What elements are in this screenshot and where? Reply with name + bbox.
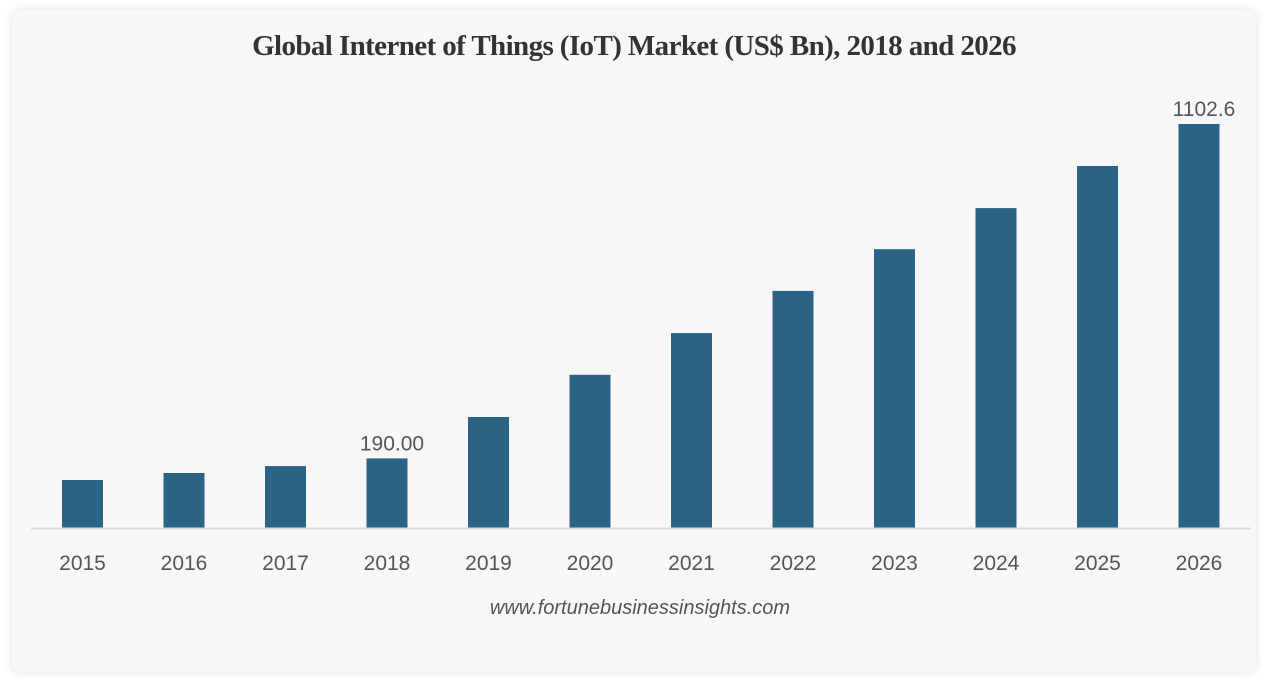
bars-group — [62, 124, 1220, 528]
data-labels: 190.00 1102.6 — [360, 98, 1235, 455]
bar-2018 — [366, 458, 408, 528]
chart-card — [12, 10, 1256, 672]
bar-2019 — [468, 417, 509, 528]
x-tick-label: 2018 — [364, 552, 411, 575]
data-label-2018: 190.00 — [360, 432, 424, 455]
bar-2015 — [62, 480, 103, 528]
x-tick-label: 2021 — [668, 552, 715, 575]
x-tick-label: 2016 — [161, 552, 208, 575]
bar-2020 — [569, 374, 611, 528]
chart-title: Global Internet of Things (IoT) Market (… — [252, 30, 1016, 62]
x-tick-labels: 2015 2016 2017 2018 2019 2020 2021 2022 2023 2024… — [59, 552, 1222, 575]
x-tick-label: 2026 — [1176, 552, 1223, 575]
bar-2022 — [772, 290, 814, 528]
data-label-2026: 1102.6 — [1173, 98, 1236, 121]
bar-2024 — [975, 208, 1017, 528]
x-tick-label: 2019 — [465, 552, 512, 575]
x-tick-label: 2017 — [262, 552, 309, 575]
x-tick-label: 2023 — [871, 552, 918, 575]
x-tick-label: 2020 — [567, 552, 614, 575]
x-tick-label: 2025 — [1074, 552, 1121, 575]
bar-2025 — [1077, 166, 1118, 528]
bar-2021 — [671, 333, 712, 528]
x-tick-label: 2022 — [770, 552, 817, 575]
x-tick-label: 2024 — [973, 552, 1020, 575]
bar-2017 — [265, 466, 306, 528]
bar-2026 — [1178, 124, 1220, 528]
x-tick-label: 2015 — [59, 552, 106, 575]
bar-2016 — [163, 473, 205, 528]
source-credit: www.fortunebusinessinsights.com — [489, 597, 791, 619]
bar-2023 — [874, 249, 915, 528]
